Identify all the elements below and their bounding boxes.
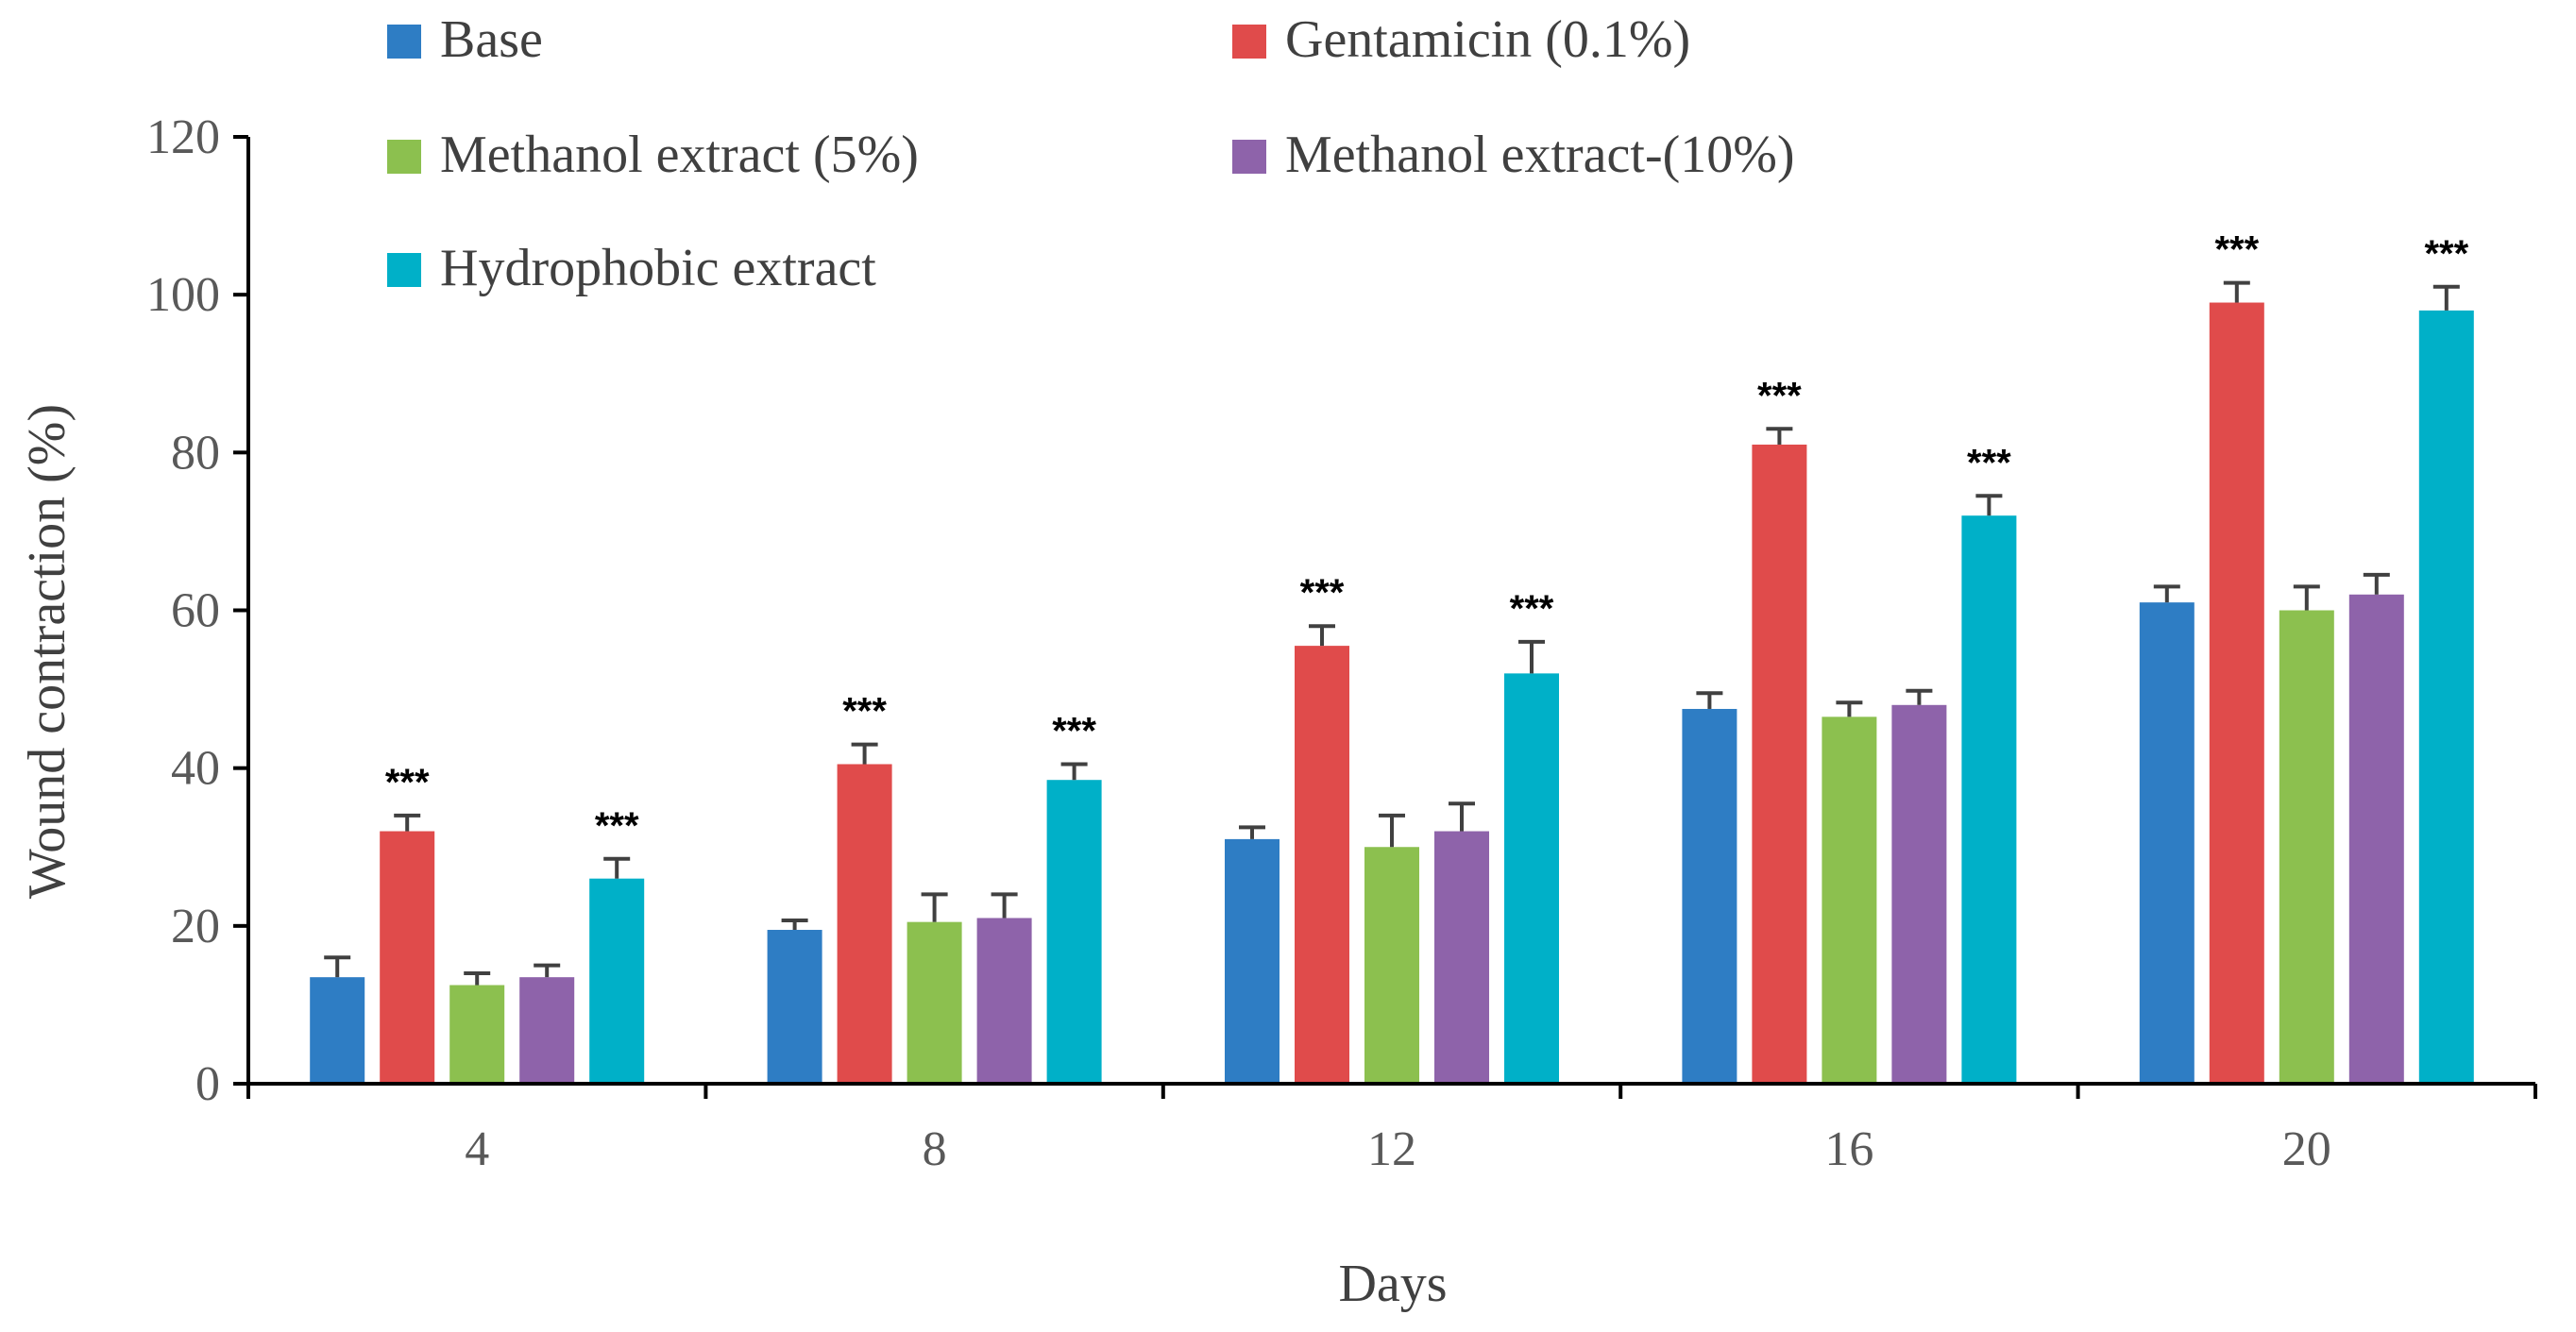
x-axis: 4 8 12 16 20 [246, 1082, 2537, 1176]
x-tick-label: 8 [923, 1122, 947, 1176]
y-axis-title: Wound contraction (%) [18, 404, 76, 899]
significance-label: *** [842, 691, 887, 733]
legend-label: Hydrophobic extract [440, 239, 876, 297]
legend-swatch [387, 140, 421, 174]
legend-item: Methanol extract-(10%) [1232, 126, 1795, 184]
y-tick-label: 40 [171, 742, 220, 796]
significance-label: *** [1052, 710, 1096, 751]
bar [2348, 594, 2404, 1084]
x-tick-label: 20 [2282, 1122, 2331, 1176]
bar [2139, 602, 2195, 1084]
bar [1295, 646, 1349, 1084]
bar [1822, 717, 1877, 1084]
y-tick-label: 80 [171, 426, 220, 480]
significance-label: *** [2214, 229, 2259, 271]
bar [1364, 847, 1419, 1084]
legend-label: Methanol extract (5%) [440, 126, 919, 184]
bar [380, 831, 435, 1084]
x-tick-label: 16 [1824, 1122, 1873, 1176]
bar [907, 921, 962, 1084]
legend-swatch [1232, 25, 1266, 59]
bar [2418, 310, 2474, 1085]
bar [2279, 610, 2334, 1084]
bars: *** *** *** *** *** *** *** *** *** *** [310, 229, 2474, 1085]
legend-label: Methanol extract-(10%) [1285, 126, 1795, 184]
significance-label: *** [1757, 375, 1802, 416]
bar [519, 977, 575, 1084]
significance-label: *** [385, 762, 430, 803]
bar [449, 985, 505, 1084]
legend-item: Base [387, 10, 543, 69]
legend-swatch [387, 253, 421, 287]
y-tick-label: 0 [195, 1057, 220, 1111]
y-tick-label: 120 [146, 110, 220, 164]
bar [1891, 704, 1947, 1084]
bar [1504, 673, 1559, 1084]
legend: Base Gentamicin (0.1%) Methanol extract (5… [387, 10, 1795, 297]
y-tick-label: 20 [171, 900, 220, 953]
legend-label: Base [440, 10, 543, 69]
bar [976, 918, 1032, 1084]
significance-label: *** [1967, 442, 2011, 483]
bar [837, 764, 892, 1084]
legend-label: Gentamicin (0.1%) [1285, 10, 1690, 69]
bar [767, 930, 822, 1084]
significance-label: *** [2424, 233, 2468, 275]
bar [1225, 838, 1280, 1084]
y-tick-label: 100 [146, 268, 220, 322]
legend-swatch [387, 25, 421, 59]
legend-item: Hydrophobic extract [387, 239, 876, 297]
significance-label: *** [1510, 588, 1554, 630]
bar [2209, 302, 2264, 1084]
x-axis-title: Days [1338, 1255, 1447, 1313]
bar [589, 878, 645, 1084]
x-tick-label: 4 [465, 1122, 489, 1176]
legend-item: Methanol extract (5%) [387, 126, 919, 184]
bar [1682, 708, 1737, 1084]
y-tick-label: 60 [171, 584, 220, 638]
significance-label: *** [595, 805, 639, 847]
bar [310, 977, 365, 1084]
legend-swatch [1232, 140, 1266, 174]
x-tick-label: 12 [1367, 1122, 1416, 1176]
bar [1046, 780, 1102, 1084]
bar [1434, 831, 1489, 1084]
bar [1752, 444, 1807, 1085]
y-axis: 0 20 40 60 80 100 120 [146, 110, 250, 1111]
significance-label: *** [1300, 572, 1345, 614]
bar [1961, 515, 2017, 1084]
legend-item: Gentamicin (0.1%) [1232, 10, 1690, 69]
